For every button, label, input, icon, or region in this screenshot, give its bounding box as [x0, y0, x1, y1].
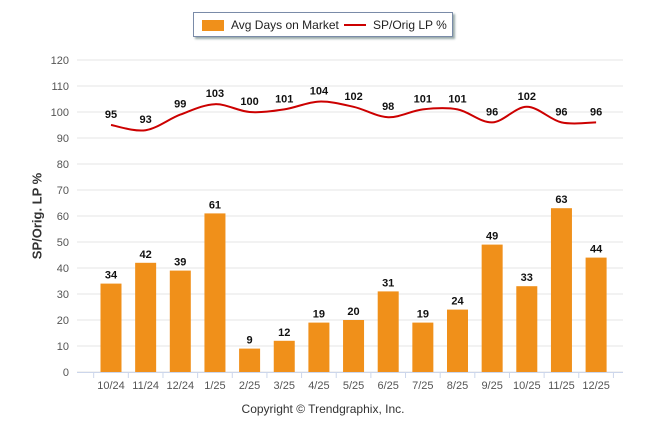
- y-tick-label: 40: [57, 263, 69, 275]
- x-tick-label: 9/25: [481, 380, 502, 392]
- bar: [100, 283, 122, 372]
- y-tick-label: 80: [57, 159, 69, 171]
- line-data-label: 102: [344, 91, 362, 103]
- bar: [585, 257, 607, 372]
- y-axis-label: SP/Orig. LP %: [29, 172, 45, 260]
- y-tick-label: 50: [57, 237, 69, 249]
- x-axis: 10/24 11/24 12/24 1/25 2/25 3/25 4/25 5/25 6/25 7…: [77, 372, 623, 392]
- line-data-label: 99: [174, 99, 186, 111]
- bar: [412, 322, 434, 372]
- x-tick-label: 2/25: [239, 380, 260, 392]
- legend-line-swatch-icon: [344, 24, 366, 26]
- x-tick-label: 12/25: [582, 380, 610, 392]
- bar: [377, 291, 399, 372]
- bar-data-label: 12: [278, 327, 290, 339]
- bar-data-label: 24: [451, 296, 464, 308]
- line-data-label: 93: [140, 114, 152, 126]
- bar-data-label: 31: [382, 277, 394, 289]
- x-tick-label: 7/25: [412, 380, 433, 392]
- y-tick-label: 110: [51, 81, 69, 93]
- bar-data-label: 34: [105, 270, 118, 282]
- bar: [516, 286, 538, 372]
- line-data-label: 96: [555, 106, 567, 118]
- line-data-label: 95: [105, 109, 117, 121]
- y-axis-ticks: 0 10 20 30 40 50 60 70 80 90 100 110 120: [51, 55, 69, 379]
- legend-line-label: SP/Orig LP %: [373, 18, 447, 32]
- bar: [447, 309, 468, 372]
- x-tick-label: 12/24: [167, 380, 195, 392]
- x-tick-label: 8/25: [447, 380, 468, 392]
- bar: [550, 208, 572, 372]
- copyright-footer: Copyright © Trendgraphix, Inc.: [241, 402, 405, 416]
- x-tick-label: 11/24: [132, 380, 159, 392]
- x-tick-label: 4/25: [308, 380, 329, 392]
- bar: [135, 262, 157, 372]
- x-tick-label: 5/25: [343, 380, 364, 392]
- x-tick-label: 1/25: [204, 380, 225, 392]
- x-tick-label: 11/25: [548, 380, 575, 392]
- line-data-label: 98: [382, 101, 394, 113]
- legend-item-bar[interactable]: Avg Days on Market: [202, 18, 339, 32]
- bar: [169, 270, 191, 372]
- line-data-label: 101: [275, 93, 293, 105]
- legend-bar-label: Avg Days on Market: [231, 18, 339, 32]
- bar-data-label: 44: [590, 244, 603, 256]
- x-tick-label: 10/24: [97, 380, 125, 392]
- line-data-label: 102: [518, 91, 536, 103]
- x-tick-label: 6/25: [377, 380, 398, 392]
- y-tick-label: 20: [57, 315, 69, 327]
- bar: [204, 213, 226, 372]
- bars-series: [100, 208, 607, 372]
- y-tick-label: 0: [63, 367, 69, 379]
- bar-data-label: 19: [313, 309, 325, 321]
- bar: [273, 340, 295, 372]
- line-data-label: 96: [486, 106, 498, 118]
- line-data-label: 96: [590, 106, 602, 118]
- line-series: [110, 100, 597, 132]
- line-data-label: 100: [240, 96, 258, 108]
- bar-data-label: 39: [174, 257, 186, 269]
- bar: [343, 320, 365, 372]
- bar: [239, 348, 261, 372]
- bar-data-label: 42: [140, 249, 152, 261]
- y-tick-label: 100: [51, 107, 69, 119]
- line-data-label: 104: [310, 86, 329, 98]
- bar-data-label: 49: [486, 231, 498, 243]
- bar-data-label: 19: [417, 309, 429, 321]
- y-tick-label: 70: [57, 185, 69, 197]
- bar-data-labels: 34 42 39 61 9 12 19 20 31 19 24 49 33 63 44: [105, 194, 603, 346]
- line-data-label: 101: [448, 93, 466, 105]
- legend: Avg Days on Market SP/Orig LP %: [193, 12, 453, 37]
- line-data-label: 101: [414, 93, 432, 105]
- legend-item-line[interactable]: SP/Orig LP %: [344, 18, 447, 32]
- gridlines: [77, 59, 623, 373]
- line-data-labels: 95 93 99 103 100 101 104 102 98 101 101 96 102 96 96: [105, 86, 602, 127]
- x-tick-label: 3/25: [274, 380, 295, 392]
- x-tick-label: 10/25: [513, 380, 541, 392]
- y-tick-label: 10: [57, 341, 69, 353]
- line-path: [110, 100, 597, 132]
- y-tick-label: 90: [57, 133, 69, 145]
- bar: [308, 322, 330, 372]
- y-tick-label: 60: [57, 211, 69, 223]
- bar: [481, 244, 503, 372]
- y-tick-label: 120: [51, 55, 69, 67]
- bar-data-label: 9: [247, 335, 253, 347]
- bar-data-label: 63: [555, 194, 567, 206]
- bar-data-label: 20: [347, 306, 359, 318]
- bar-data-label: 33: [521, 272, 533, 284]
- y-tick-label: 30: [57, 289, 69, 301]
- bar-data-label: 61: [209, 199, 221, 211]
- line-data-label: 103: [206, 88, 224, 100]
- legend-bar-swatch-icon: [202, 19, 224, 31]
